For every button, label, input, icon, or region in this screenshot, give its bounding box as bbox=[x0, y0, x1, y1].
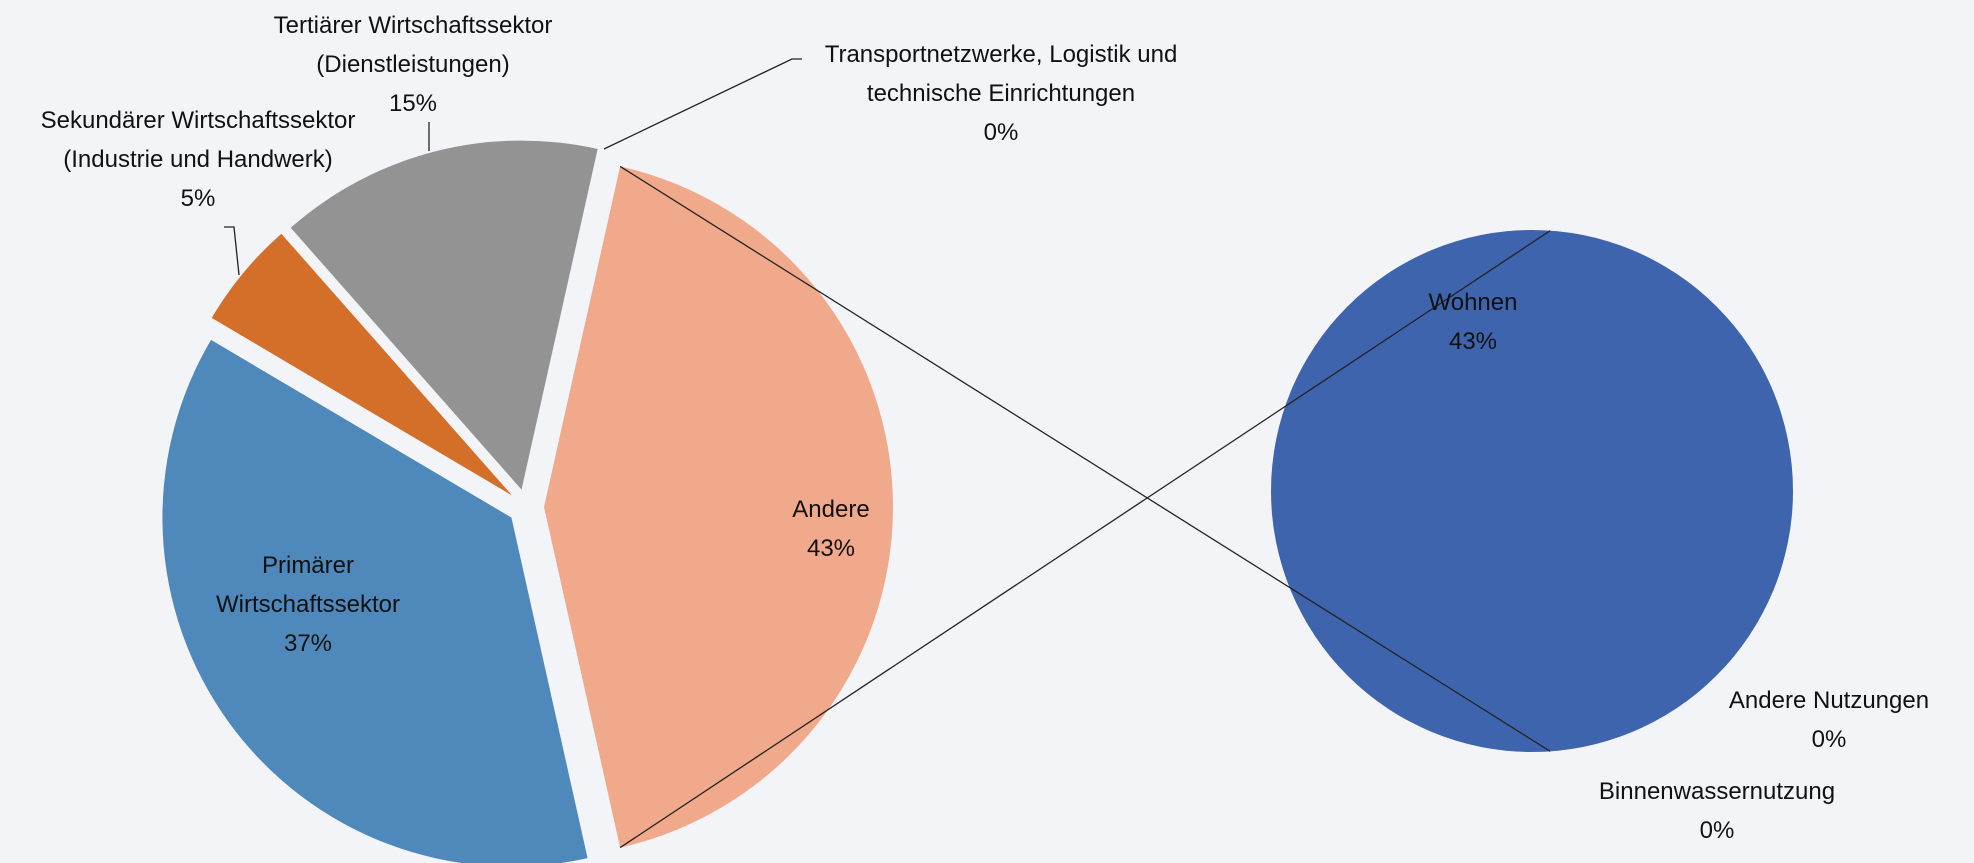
value-label: 0% bbox=[983, 119, 1019, 146]
data-label: Transportnetzwerke, Logistik und technis… bbox=[806, 35, 1196, 152]
category-label: Andere bbox=[792, 496, 870, 523]
category-label: Tertiärer Wirtschaftssektor (Dienstleist… bbox=[273, 12, 553, 78]
data-label: Binnenwassernutzung 0% bbox=[1557, 772, 1877, 850]
value-label: 15% bbox=[388, 90, 438, 117]
category-label: Wohnen bbox=[1428, 289, 1518, 316]
value-label: 0% bbox=[1699, 817, 1735, 844]
category-label: Binnenwassernutzung bbox=[1598, 778, 1836, 805]
data-label: Andere 43% bbox=[731, 490, 931, 568]
connector-line bbox=[619, 165, 1551, 752]
data-label: Tertiärer Wirtschaftssektor (Dienstleist… bbox=[223, 6, 603, 123]
data-label: Sekundärer Wirtschaftssektor (Industrie … bbox=[3, 101, 393, 218]
pie-slice bbox=[1271, 230, 1793, 752]
data-label: Wohnen 43% bbox=[1373, 283, 1573, 361]
connector-line bbox=[619, 230, 1551, 849]
category-label: Andere Nutzungen bbox=[1728, 687, 1930, 714]
leader-line bbox=[603, 58, 802, 150]
pie-slice bbox=[290, 140, 598, 490]
value-label: 0% bbox=[1811, 726, 1847, 753]
category-label: Sekundärer Wirtschaftssektor (Industrie … bbox=[40, 107, 356, 173]
value-label: 43% bbox=[806, 535, 856, 562]
pie-slice bbox=[211, 233, 513, 496]
data-label: Primärer Wirtschaftssektor 37% bbox=[173, 546, 443, 663]
value-label: 5% bbox=[180, 185, 216, 212]
leader-line bbox=[224, 226, 240, 276]
pie-slice bbox=[544, 166, 894, 848]
value-label: 43% bbox=[1448, 328, 1498, 355]
category-label: Transportnetzwerke, Logistik und technis… bbox=[824, 41, 1178, 107]
category-label: Primärer Wirtschaftssektor bbox=[215, 552, 401, 618]
pie-slice bbox=[162, 339, 588, 863]
value-label: 37% bbox=[283, 630, 333, 657]
data-label: Andere Nutzungen 0% bbox=[1689, 681, 1969, 759]
